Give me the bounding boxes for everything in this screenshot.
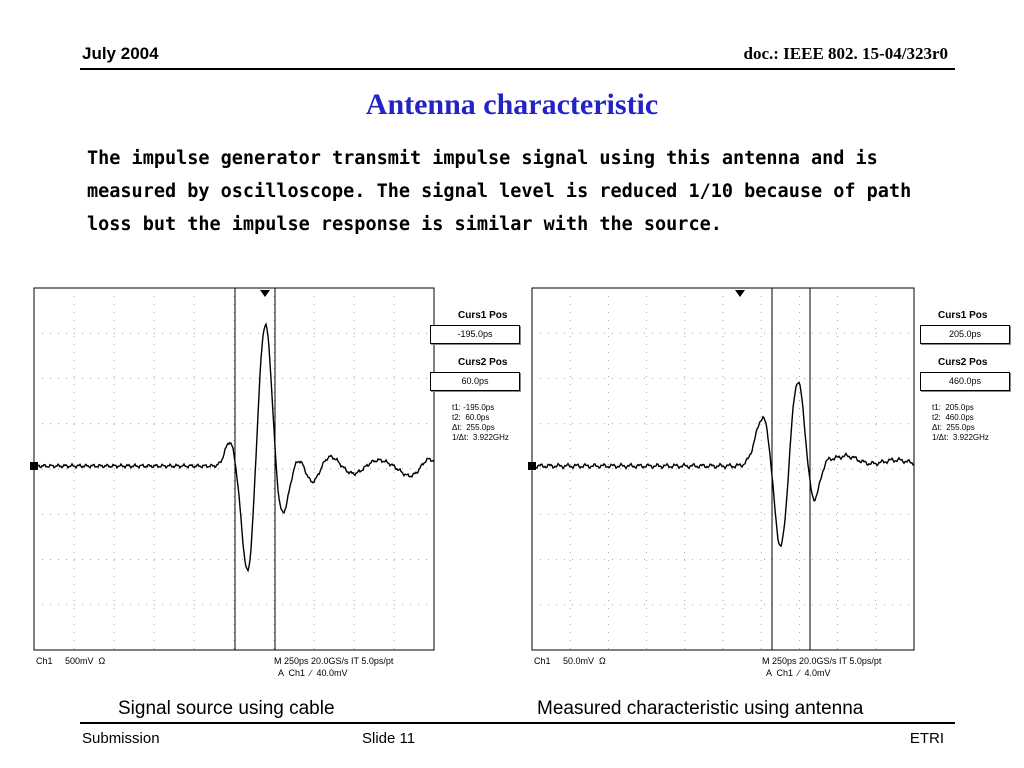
scope-frame <box>531 287 915 651</box>
header-doc-id: doc.: IEEE 802. 15-04/323r0 <box>743 44 948 63</box>
header-date: July 2004 <box>82 44 159 63</box>
left-curs2-value: 60.0ps <box>430 372 520 391</box>
right-channel-info: Ch1 50.0mV Ω <box>534 656 606 666</box>
left-curs1-value: -195.0ps <box>430 325 520 344</box>
oscilloscope-right-screen <box>528 287 915 651</box>
left-curs1-label: Curs1 Pos <box>458 310 508 321</box>
footer-submission: Submission <box>82 730 160 747</box>
waveform-trace <box>33 322 435 573</box>
header-divider <box>80 68 955 70</box>
left-caption: Signal source using cable <box>118 698 335 719</box>
right-measurements: t1: 205.0ps t2: 460.0ps Δt: 255.0ps 1/Δt… <box>932 403 989 442</box>
right-trigger: A Ch1 ∕ 4.0mV <box>766 668 831 678</box>
left-channel-info: Ch1 500mV Ω <box>36 656 106 666</box>
trigger-position-marker <box>260 290 270 297</box>
right-curs2-value: 460.0ps <box>920 372 1010 391</box>
left-timebase: M 250ps 20.0GS/s IT 5.0ps/pt <box>274 656 394 666</box>
ground-level-marker <box>528 462 536 470</box>
oscilloscope-right: Ch1 50.0mV Ω M 250ps 20.0GS/s IT 5.0ps/p… <box>516 286 918 678</box>
left-measurements: t1: -195.0ps t2: 60.0ps Δt: 255.0ps 1/Δt… <box>452 403 509 442</box>
ground-level-marker <box>30 462 38 470</box>
footer-divider <box>80 722 955 724</box>
right-curs1-label: Curs1 Pos <box>938 310 988 321</box>
trigger-position-marker <box>735 290 745 297</box>
right-curs1-value: 205.0ps <box>920 325 1010 344</box>
right-timebase: M 250ps 20.0GS/s IT 5.0ps/pt <box>762 656 882 666</box>
waveform-trace <box>531 381 915 548</box>
footer-slide-number: Slide 11 <box>362 730 416 747</box>
left-curs2-label: Curs2 Pos <box>458 357 508 368</box>
right-caption: Measured characteristic using antenna <box>537 698 864 719</box>
right-curs2-label: Curs2 Pos <box>938 357 988 368</box>
left-trigger: A Ch1 ∕ 40.0mV <box>278 668 348 678</box>
slide-title: Antenna characteristic <box>365 88 659 121</box>
oscilloscope-left: Ch1 500mV Ω M 250ps 20.0GS/s IT 5.0ps/pt… <box>18 286 438 678</box>
oscilloscope-left-screen <box>30 287 435 651</box>
slide-body-text: The impulse generator transmit impulse s… <box>87 148 912 235</box>
footer-organization: ETRI <box>909 730 944 747</box>
